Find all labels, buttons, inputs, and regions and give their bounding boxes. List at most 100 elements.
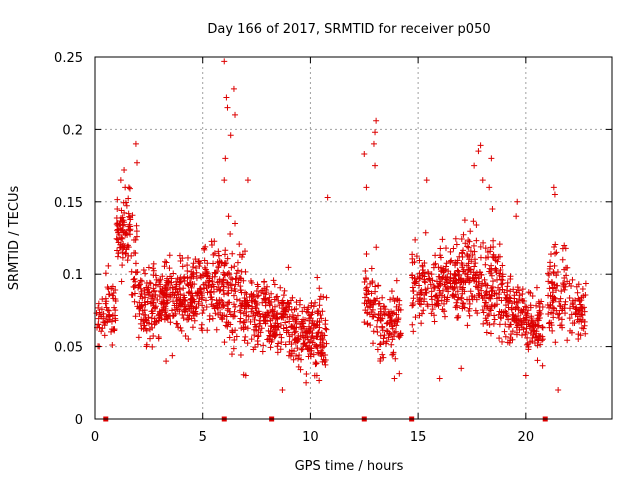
- data-point: [194, 290, 201, 297]
- data-point: [220, 283, 227, 290]
- data-point: [258, 325, 265, 332]
- data-point: [559, 324, 566, 331]
- data-point: [516, 292, 523, 299]
- data-point: [261, 279, 268, 286]
- data-point: [189, 292, 196, 299]
- data-point: [237, 352, 244, 359]
- data-point: [381, 303, 388, 310]
- data-point: [297, 297, 304, 304]
- data-point: [136, 305, 143, 312]
- data-point: [302, 334, 309, 341]
- data-point: [271, 333, 278, 340]
- data-point: [118, 207, 125, 214]
- data-point: [98, 306, 105, 313]
- data-point: [372, 297, 379, 304]
- data-point: [182, 298, 189, 305]
- data-point: [573, 309, 580, 316]
- data-point: [530, 319, 537, 326]
- data-point: [533, 284, 540, 291]
- data-point: [462, 240, 469, 247]
- data-point: [145, 264, 152, 271]
- data-point: [292, 328, 299, 335]
- data-point: [453, 299, 460, 306]
- data-point: [150, 267, 157, 274]
- data-point: [234, 267, 241, 274]
- data-point: [452, 235, 459, 242]
- data-point: [487, 307, 494, 314]
- data-point: [255, 308, 262, 315]
- data-point: [372, 288, 379, 295]
- data-point: [201, 257, 208, 264]
- y-tick-label: 0: [75, 413, 83, 428]
- data-point: [303, 371, 310, 378]
- data-point: [230, 345, 237, 352]
- data-point: [102, 270, 109, 277]
- data-point: [508, 331, 515, 338]
- data-point: [248, 308, 255, 315]
- data-point: [122, 250, 129, 257]
- data-point: [114, 206, 121, 213]
- data-point: [379, 351, 386, 358]
- data-point: [225, 284, 232, 291]
- data-point: [510, 286, 517, 293]
- data-point: [130, 276, 137, 283]
- data-point: [269, 307, 276, 314]
- data-point: [270, 331, 277, 338]
- data-point: [149, 343, 156, 350]
- data-point: [225, 213, 232, 220]
- data-point: [309, 339, 316, 346]
- data-point: [573, 306, 580, 313]
- data-point: [490, 278, 497, 285]
- data-point: [569, 299, 576, 306]
- data-point: [268, 290, 275, 297]
- data-point: [313, 333, 320, 340]
- data-point: [206, 316, 213, 323]
- data-point: [231, 263, 238, 270]
- y-tick-label: 0.1: [62, 268, 83, 283]
- data-point: [132, 313, 139, 320]
- data-point: [189, 271, 196, 278]
- data-point: [368, 265, 375, 272]
- data-point: [513, 289, 520, 296]
- data-point: [221, 260, 228, 267]
- data-point: [117, 177, 124, 184]
- data-point: [307, 350, 314, 357]
- data-point: [209, 303, 216, 310]
- data-point: [550, 269, 557, 276]
- data-point: [496, 335, 503, 342]
- data-point: [552, 250, 559, 257]
- data-point: [245, 313, 252, 320]
- data-point: [466, 305, 473, 312]
- data-point: [528, 314, 535, 321]
- data-point: [417, 288, 424, 295]
- x-tick-label: 10: [302, 430, 319, 445]
- x-tick-label: 5: [199, 430, 207, 445]
- data-point: [110, 289, 117, 296]
- data-point: [491, 254, 498, 261]
- data-point: [193, 304, 200, 311]
- data-point: [459, 264, 466, 271]
- data-point: [573, 283, 580, 290]
- data-point: [387, 317, 394, 324]
- data-point: [503, 287, 510, 294]
- data-point: [303, 379, 310, 386]
- data-point: [244, 177, 251, 184]
- data-point: [231, 301, 238, 308]
- data-point: [114, 196, 121, 203]
- data-point: [96, 309, 103, 316]
- data-point: [553, 287, 560, 294]
- data-point: [264, 336, 271, 343]
- data-point: [318, 329, 325, 336]
- data-point: [419, 272, 426, 279]
- data-point: [320, 336, 327, 343]
- data-point: [490, 244, 497, 251]
- data-point: [206, 289, 213, 296]
- data-point: [150, 260, 157, 267]
- data-point: [221, 339, 228, 346]
- data-point: [492, 265, 499, 272]
- data-point: [156, 293, 163, 300]
- data-point: [579, 312, 586, 319]
- data-point: [439, 287, 446, 294]
- data-point: [233, 270, 240, 277]
- data-point: [469, 252, 476, 259]
